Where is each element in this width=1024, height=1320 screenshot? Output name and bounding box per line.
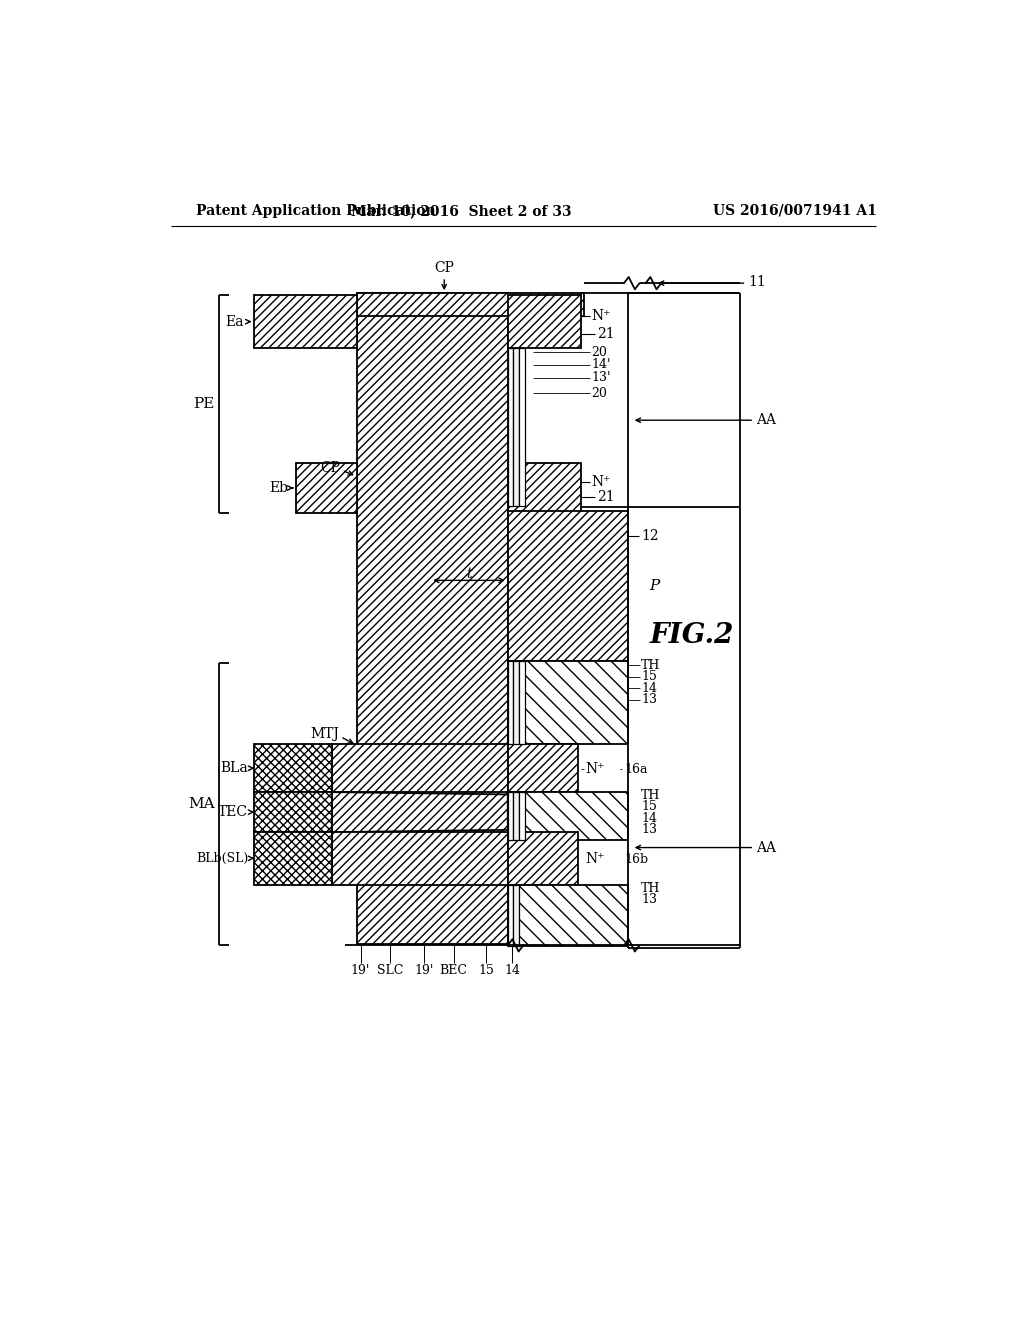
Text: 20: 20 bbox=[592, 346, 607, 359]
Text: CP: CP bbox=[321, 461, 340, 475]
Text: Mar. 10, 2016  Sheet 2 of 33: Mar. 10, 2016 Sheet 2 of 33 bbox=[351, 203, 571, 218]
Bar bbox=[254, 792, 332, 832]
Bar bbox=[508, 832, 578, 884]
Text: US 2016/0071941 A1: US 2016/0071941 A1 bbox=[713, 203, 877, 218]
Polygon shape bbox=[332, 792, 508, 832]
Bar bbox=[508, 743, 578, 792]
Text: TH: TH bbox=[641, 882, 660, 895]
Bar bbox=[513, 348, 519, 506]
Bar bbox=[513, 661, 519, 743]
Text: 15: 15 bbox=[641, 800, 657, 813]
Text: TEC: TEC bbox=[218, 805, 248, 820]
Text: SLC: SLC bbox=[377, 964, 403, 977]
Text: Eb: Eb bbox=[269, 480, 289, 495]
Text: 21: 21 bbox=[597, 327, 614, 341]
Text: 14: 14 bbox=[505, 964, 520, 977]
Text: TH: TH bbox=[641, 788, 660, 801]
Bar bbox=[508, 884, 628, 946]
Text: BLa: BLa bbox=[220, 762, 248, 775]
Text: N⁺: N⁺ bbox=[592, 309, 611, 323]
Bar bbox=[508, 792, 513, 840]
Bar bbox=[508, 296, 582, 348]
Bar bbox=[513, 792, 519, 840]
Text: 13: 13 bbox=[641, 824, 657, 837]
Polygon shape bbox=[332, 743, 508, 792]
Text: 21: 21 bbox=[597, 490, 614, 504]
Text: 14: 14 bbox=[641, 681, 657, 694]
Bar bbox=[519, 348, 524, 506]
Text: P: P bbox=[649, 578, 659, 593]
Text: 14': 14' bbox=[592, 358, 611, 371]
Text: 16b: 16b bbox=[624, 853, 648, 866]
Text: 11: 11 bbox=[748, 275, 766, 289]
Text: 19': 19' bbox=[351, 964, 371, 977]
Bar bbox=[508, 462, 582, 512]
Text: TH: TH bbox=[641, 659, 660, 672]
Text: 13: 13 bbox=[641, 894, 657, 907]
Bar bbox=[508, 661, 513, 743]
Text: 19': 19' bbox=[415, 964, 434, 977]
Text: 16a: 16a bbox=[624, 763, 647, 776]
Bar bbox=[296, 462, 356, 512]
Bar bbox=[508, 348, 513, 506]
Bar bbox=[254, 296, 356, 348]
Text: N⁺: N⁺ bbox=[592, 475, 611, 488]
Text: t: t bbox=[466, 568, 472, 581]
Text: FIG.2: FIG.2 bbox=[650, 622, 734, 649]
Text: 13': 13' bbox=[592, 371, 611, 384]
Text: Patent Application Publication: Patent Application Publication bbox=[197, 203, 436, 218]
Text: AA: AA bbox=[756, 413, 776, 428]
Bar bbox=[508, 511, 628, 661]
Text: 15: 15 bbox=[641, 671, 657, 684]
Text: 15: 15 bbox=[478, 964, 494, 977]
Text: 13: 13 bbox=[641, 693, 657, 706]
Text: 12: 12 bbox=[641, 529, 658, 543]
Bar bbox=[519, 792, 524, 840]
Bar bbox=[519, 661, 524, 743]
Text: AA: AA bbox=[756, 841, 776, 854]
Polygon shape bbox=[332, 832, 508, 884]
Text: 14: 14 bbox=[641, 812, 657, 825]
Bar bbox=[356, 293, 584, 317]
Text: CP: CP bbox=[434, 261, 454, 276]
Text: BLb(SL): BLb(SL) bbox=[196, 851, 248, 865]
Text: 20: 20 bbox=[592, 387, 607, 400]
Bar bbox=[254, 832, 332, 884]
Bar bbox=[508, 792, 628, 840]
Bar bbox=[508, 661, 628, 743]
Text: Ea: Ea bbox=[225, 314, 245, 329]
Text: MA: MA bbox=[188, 797, 215, 810]
Bar bbox=[513, 884, 519, 946]
Text: N⁺: N⁺ bbox=[586, 853, 605, 866]
Text: MTJ: MTJ bbox=[310, 727, 339, 742]
Bar bbox=[508, 884, 513, 946]
Text: BEC: BEC bbox=[439, 964, 468, 977]
Text: N⁺: N⁺ bbox=[586, 762, 605, 776]
Bar bbox=[254, 743, 332, 792]
Bar bbox=[356, 293, 508, 944]
Text: PE: PE bbox=[194, 397, 215, 411]
